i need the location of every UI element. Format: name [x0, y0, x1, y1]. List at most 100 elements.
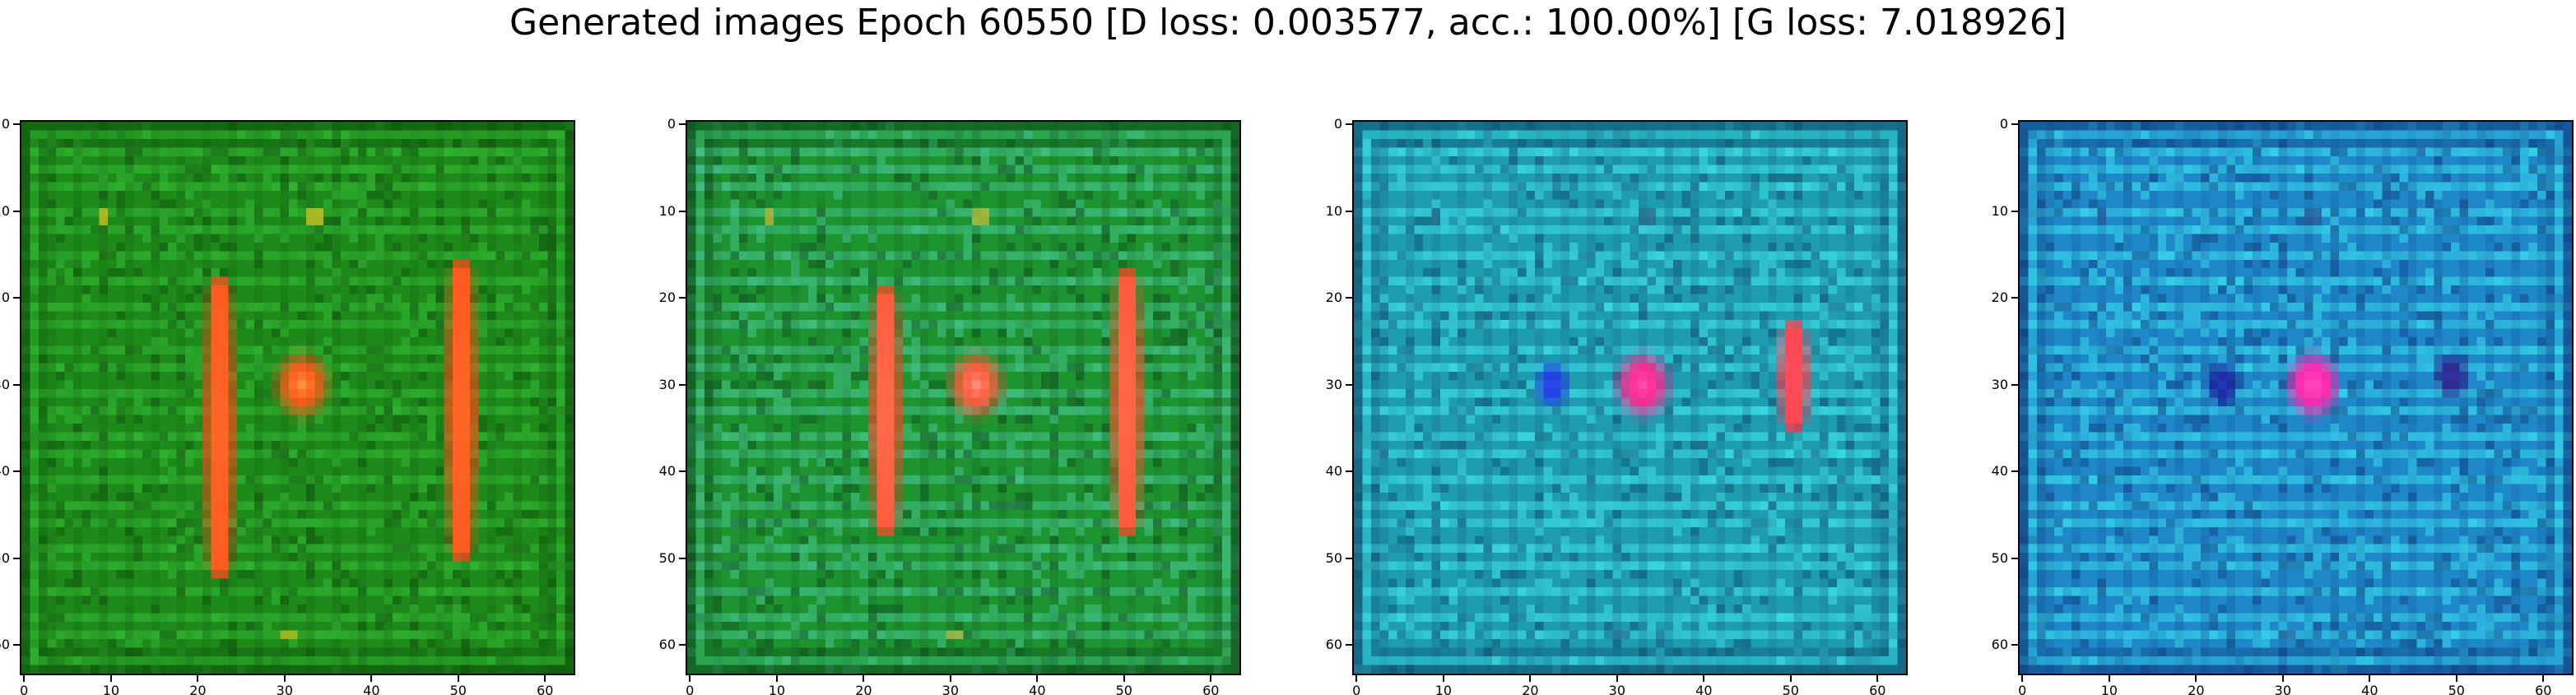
x-tick-mark [2281, 675, 2284, 682]
y-tick-mark [13, 383, 20, 386]
y-tick-mark [2011, 644, 2018, 646]
generated-image-3 [1354, 122, 1906, 674]
y-tick-mark [2011, 210, 2018, 212]
y-tick-label: 10 [1991, 202, 2008, 219]
y-tick-mark [2011, 123, 2018, 126]
x-tick-label: 60 [537, 683, 554, 695]
x-tick-label: 50 [1782, 683, 1799, 695]
y-tick-label: 40 [1325, 463, 1342, 480]
x-tick-mark [2455, 675, 2457, 682]
generated-image-2 [687, 122, 1239, 674]
x-tick-label: 50 [2448, 683, 2465, 695]
x-tick-label: 50 [1115, 683, 1132, 695]
x-tick-mark [197, 675, 199, 682]
y-tick-mark [679, 210, 686, 212]
y-tick-label: 0 [1999, 116, 2008, 132]
y-tick-label: 60 [1991, 637, 2008, 653]
y-tick-label: 20 [1991, 290, 2008, 306]
x-tick-label: 20 [1522, 683, 1539, 695]
x-tick-mark [2195, 675, 2197, 682]
x-tick-mark [457, 675, 459, 682]
x-tick-label: 50 [449, 683, 467, 695]
y-tick-label: 10 [0, 202, 10, 219]
y-tick-mark [13, 644, 20, 646]
y-tick-label: 40 [0, 463, 10, 480]
x-tick-label: 10 [768, 683, 786, 695]
x-tick-label: 60 [1202, 683, 1220, 695]
x-tick-label: 0 [1352, 683, 1361, 695]
y-tick-label: 30 [658, 376, 676, 392]
image-panel-2 [686, 120, 1241, 675]
y-tick-mark [13, 557, 20, 559]
x-tick-mark [1355, 675, 1358, 682]
x-tick-mark [2542, 675, 2545, 682]
y-tick-mark [679, 644, 686, 646]
y-tick-mark [679, 123, 686, 126]
y-tick-mark [1346, 470, 1352, 473]
y-tick-mark [679, 297, 686, 299]
y-tick-label: 0 [1, 116, 10, 132]
figure-title: Generated images Epoch 60550 [D loss: 0.… [509, 2, 2067, 44]
x-tick-label: 60 [1869, 683, 1886, 695]
y-tick-mark [1346, 210, 1352, 212]
y-tick-mark [13, 297, 20, 299]
y-tick-label: 50 [1991, 549, 2008, 566]
x-tick-label: 10 [1434, 683, 1453, 695]
x-tick-label: 30 [2274, 683, 2292, 695]
x-tick-mark [1442, 675, 1444, 682]
y-tick-label: 20 [658, 290, 676, 306]
x-tick-mark [2021, 675, 2024, 682]
x-tick-mark [1123, 675, 1125, 682]
generated-image-1 [21, 122, 574, 674]
x-tick-label: 40 [2361, 683, 2378, 695]
x-tick-label: 40 [363, 683, 380, 695]
x-tick-mark [544, 675, 546, 682]
x-tick-label: 30 [1608, 683, 1626, 695]
y-tick-mark [13, 210, 20, 212]
x-tick-mark [1036, 675, 1039, 682]
y-tick-label: 0 [667, 116, 676, 132]
y-tick-mark [1346, 297, 1352, 299]
x-tick-mark [1210, 675, 1212, 682]
y-tick-label: 60 [0, 637, 10, 653]
x-tick-mark [775, 675, 778, 682]
y-tick-mark [679, 383, 686, 386]
y-tick-mark [13, 123, 20, 126]
image-panel-3 [1352, 120, 1908, 675]
y-tick-label: 30 [1325, 376, 1342, 392]
y-tick-label: 20 [0, 290, 10, 306]
y-tick-label: 10 [658, 202, 676, 219]
y-tick-label: 60 [658, 637, 676, 653]
y-tick-label: 30 [0, 376, 10, 392]
y-tick-mark [1346, 383, 1352, 386]
y-tick-mark [2011, 557, 2018, 559]
x-tick-label: 20 [855, 683, 872, 695]
generated-image-4 [2020, 122, 2572, 674]
x-tick-mark [283, 675, 286, 682]
y-tick-label: 10 [1325, 202, 1342, 219]
x-tick-mark [689, 675, 691, 682]
y-tick-mark [1346, 123, 1352, 126]
y-tick-label: 40 [1991, 463, 2008, 480]
x-tick-mark [1529, 675, 1532, 682]
y-tick-mark [13, 470, 20, 473]
x-tick-label: 40 [1695, 683, 1713, 695]
y-tick-mark [1346, 644, 1352, 646]
x-tick-label: 30 [276, 683, 294, 695]
y-tick-mark [2011, 297, 2018, 299]
x-tick-mark [949, 675, 951, 682]
y-tick-label: 0 [1333, 116, 1342, 132]
x-tick-mark [1616, 675, 1618, 682]
y-tick-label: 20 [1325, 290, 1342, 306]
y-tick-mark [679, 557, 686, 559]
image-panel-4 [2018, 120, 2574, 675]
x-tick-mark [1703, 675, 1705, 682]
x-tick-mark [370, 675, 373, 682]
x-tick-label: 0 [2018, 683, 2027, 695]
y-tick-mark [2011, 470, 2018, 473]
y-tick-label: 50 [1325, 549, 1342, 566]
y-tick-mark [2011, 383, 2018, 386]
x-tick-label: 20 [189, 683, 207, 695]
x-tick-mark [863, 675, 865, 682]
